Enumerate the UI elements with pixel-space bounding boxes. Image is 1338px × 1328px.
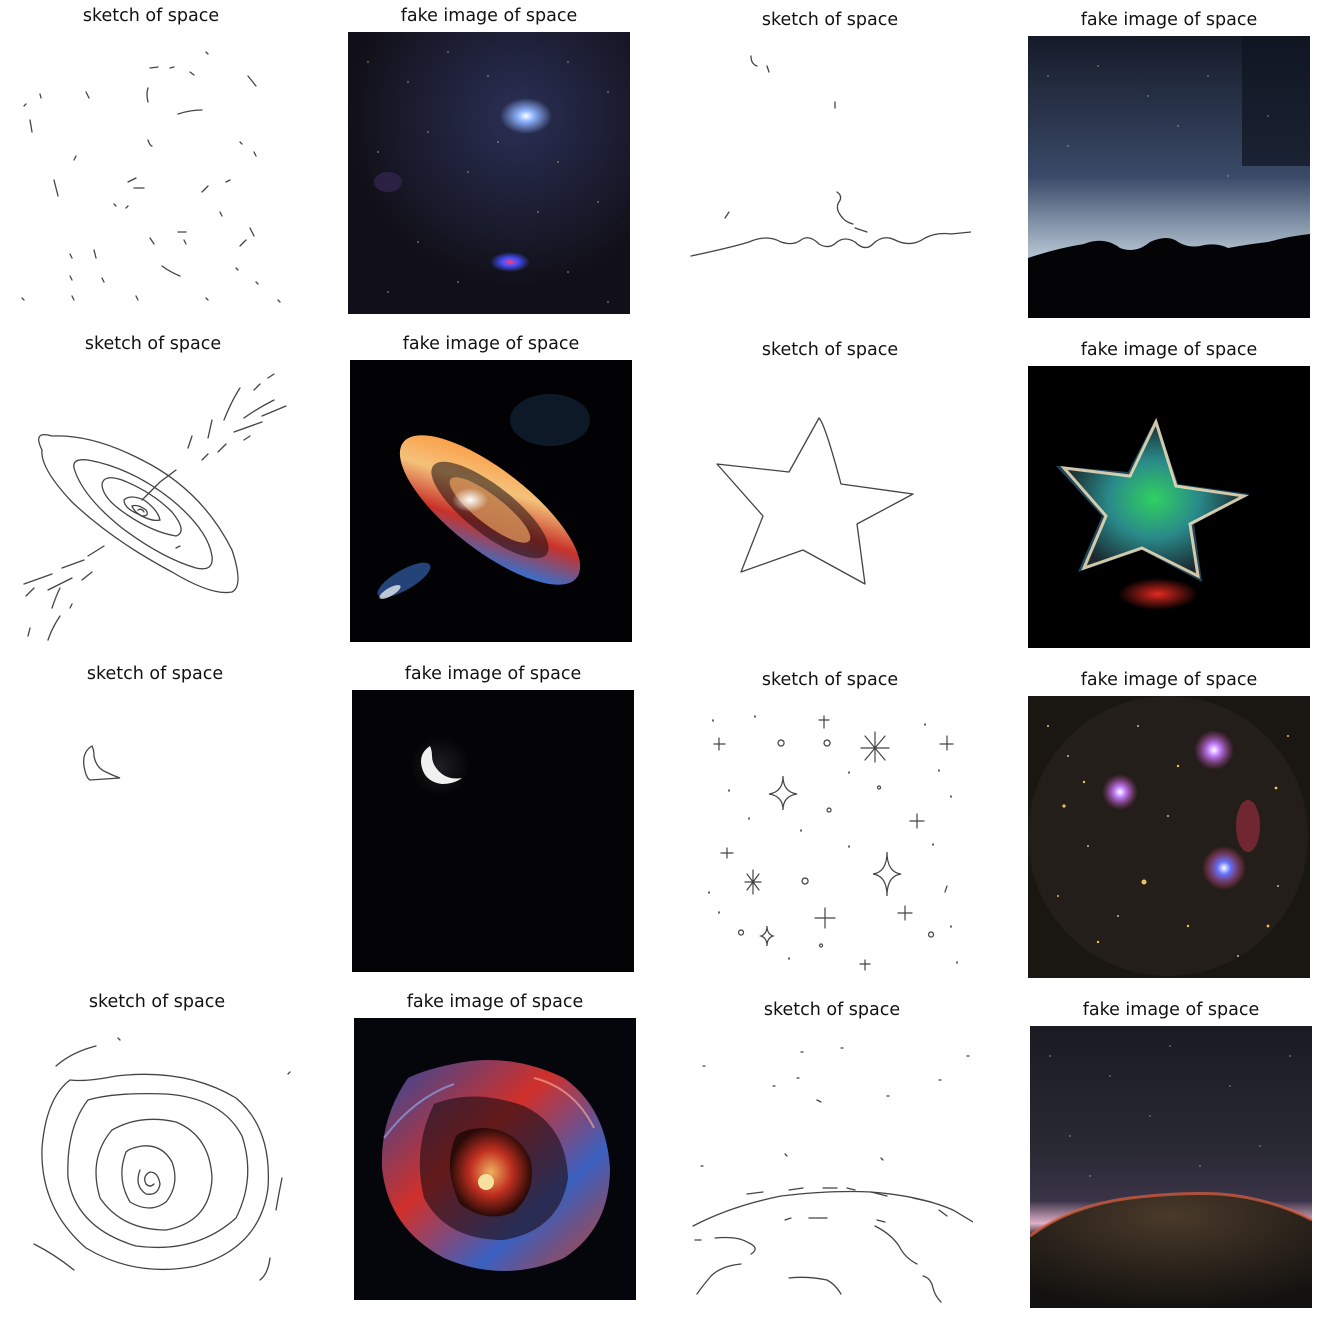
generated-image [352, 690, 634, 972]
grid-cell: fake image of space [1028, 670, 1310, 982]
sketch-image [14, 690, 296, 972]
generated-image [350, 360, 632, 642]
grid-cell: fake image of space [1030, 1000, 1312, 1312]
panel-title: sketch of space [86, 664, 224, 684]
panel-title: fake image of space [402, 334, 580, 354]
panel-title: fake image of space [406, 992, 584, 1012]
grid-cell: sketch of space [689, 10, 971, 322]
sketch-image [689, 696, 971, 978]
grid-cell: sketch of space [691, 1000, 973, 1312]
generated-image [354, 1018, 636, 1300]
panel-title: fake image of space [400, 6, 578, 26]
sketch-image [689, 366, 971, 648]
grid-cell: sketch of space [10, 6, 292, 318]
grid-cell: sketch of space [12, 334, 294, 646]
panel-title: fake image of space [1080, 340, 1258, 360]
panel-title: sketch of space [763, 1000, 901, 1020]
panel-title: sketch of space [82, 6, 220, 26]
panel-title: sketch of space [761, 10, 899, 30]
panel-title: fake image of space [1082, 1000, 1260, 1020]
grid-cell: fake image of space [354, 992, 636, 1304]
panel-title: sketch of space [88, 992, 226, 1012]
sketch-image [689, 36, 971, 318]
panel-title: sketch of space [761, 670, 899, 690]
grid-cell: fake image of space [348, 6, 630, 318]
panel-title: fake image of space [1080, 10, 1258, 30]
panel-title: fake image of space [404, 664, 582, 684]
grid-cell: sketch of space [14, 664, 296, 976]
sketch-image [691, 1026, 973, 1308]
sketch-image [16, 1018, 298, 1300]
grid-cell: fake image of space [1028, 10, 1310, 322]
grid-cell: fake image of space [1028, 340, 1310, 652]
grid-cell: fake image of space [350, 334, 632, 646]
grid-cell: sketch of space [689, 340, 971, 652]
panel-title: sketch of space [84, 334, 222, 354]
generated-image [1028, 36, 1310, 318]
generated-image [348, 32, 630, 314]
panel-title: fake image of space [1080, 670, 1258, 690]
grid-cell: sketch of space [16, 992, 298, 1304]
sketch-image [10, 32, 292, 314]
grid-cell: fake image of space [352, 664, 634, 976]
generated-image [1030, 1026, 1312, 1308]
generated-image [1028, 366, 1310, 648]
sketch-image [12, 360, 294, 642]
grid-cell: sketch of space [689, 670, 971, 982]
generated-image [1028, 696, 1310, 978]
panel-title: sketch of space [761, 340, 899, 360]
